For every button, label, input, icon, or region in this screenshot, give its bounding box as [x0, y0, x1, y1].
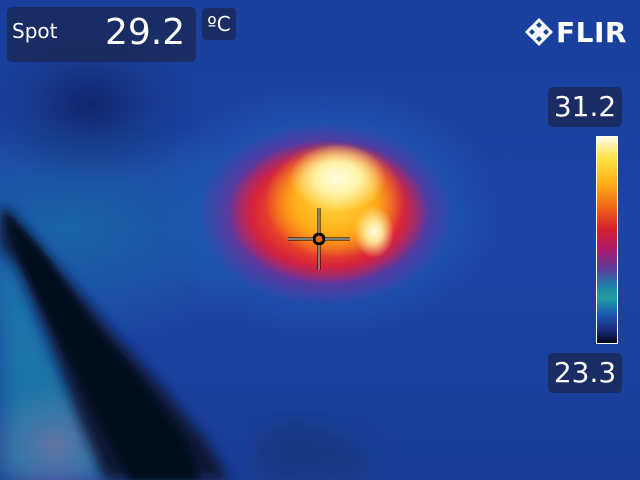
flir-logo: FLIR	[522, 14, 627, 54]
temperature-color-scale-bar	[596, 136, 618, 344]
brand-name: FLIR	[556, 16, 627, 49]
spot-label: Spot	[12, 19, 58, 43]
flir-diamond-logo-icon	[525, 18, 553, 46]
spot-temperature-value: 29.2	[105, 12, 186, 53]
spot-meter-box: Spot 29.2	[7, 7, 196, 62]
scale-min-temperature: 23.3	[548, 353, 622, 393]
temperature-unit: ºC	[202, 8, 236, 40]
scale-max-temperature: 31.2	[548, 87, 622, 127]
spot-crosshair-icon	[288, 208, 350, 270]
